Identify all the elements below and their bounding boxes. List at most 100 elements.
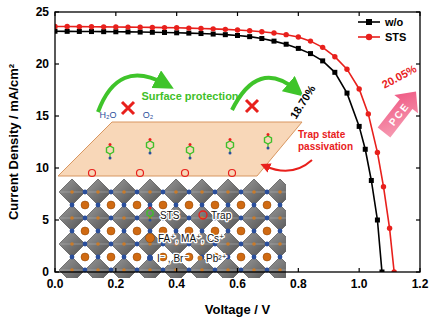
y-tick	[416, 271, 420, 272]
series-marker	[162, 30, 167, 35]
series-marker	[271, 30, 276, 35]
pb-ion	[252, 268, 256, 272]
series-marker	[101, 24, 106, 29]
halide-ion	[83, 242, 88, 247]
atom	[149, 219, 152, 222]
octahedron	[241, 179, 267, 205]
illustration-legend-label: STS	[160, 210, 180, 221]
plot-frame	[55, 12, 420, 272]
series-marker	[345, 91, 350, 96]
legend-marker	[366, 34, 372, 40]
halide-ion	[265, 216, 270, 221]
data-area	[55, 24, 397, 272]
octahedron	[111, 205, 137, 231]
halide-ion	[70, 229, 75, 234]
pb-ion	[122, 268, 126, 272]
series-marker	[223, 27, 228, 32]
y-tick	[55, 115, 59, 116]
trap-circle	[89, 170, 96, 177]
octahedron	[241, 205, 267, 231]
pb-ion	[252, 190, 256, 194]
octahedron	[111, 231, 137, 257]
y-tick-label: 25	[36, 5, 50, 19]
axes: 0.00.20.40.60.81.01.20510152025Voltage /…	[6, 5, 429, 317]
series-marker	[126, 29, 131, 34]
ring	[147, 210, 153, 217]
halide-ion	[226, 203, 231, 208]
pb-ion	[200, 190, 204, 194]
pb-ion	[278, 268, 282, 272]
octahedron	[111, 179, 137, 205]
illustration-legend-label: Pb²⁺	[206, 253, 227, 264]
halide-ion	[174, 203, 179, 208]
halide-ion	[278, 229, 283, 234]
halide-ion	[109, 216, 114, 221]
series-marker	[296, 46, 301, 51]
lattice	[59, 179, 286, 278]
a-cation	[81, 201, 89, 209]
pb-ion	[96, 242, 100, 246]
series-marker	[235, 27, 240, 32]
octahedron	[267, 231, 286, 257]
sts-molecule	[227, 138, 234, 155]
series-marker	[320, 45, 325, 50]
pb-ion	[174, 268, 178, 272]
halide-ion	[200, 203, 205, 208]
illustration-legend-label: Trap	[211, 210, 232, 221]
a-cation	[237, 253, 245, 261]
series-marker	[308, 38, 313, 43]
octahedron	[163, 179, 189, 205]
a-cation	[81, 253, 89, 261]
series-marker	[247, 28, 252, 33]
halide-ion	[83, 216, 88, 221]
halide-ion	[265, 242, 270, 247]
series-marker	[283, 32, 288, 37]
halide-ion	[96, 229, 101, 234]
series-marker	[387, 226, 392, 231]
x-tick-label: 0.6	[229, 277, 246, 291]
octahedron	[59, 231, 85, 257]
series-marker	[113, 29, 118, 34]
atom	[149, 152, 152, 155]
halide-ion	[122, 255, 127, 260]
illustration-legend-label: I⁻ , Br⁻	[157, 253, 189, 264]
y-tick-label: 5	[42, 213, 49, 227]
ring	[107, 146, 114, 154]
trap-icon	[199, 211, 207, 219]
y-tick	[416, 219, 420, 220]
series-marker	[357, 124, 362, 129]
legend-label: w/o	[384, 16, 404, 28]
a-cation	[263, 253, 271, 261]
series-marker	[284, 42, 289, 47]
x-tick	[54, 12, 55, 16]
y-tick	[416, 167, 420, 168]
a-cation	[133, 253, 141, 261]
passivation-arrow	[265, 160, 312, 171]
series-marker	[381, 184, 386, 189]
atom	[149, 207, 152, 210]
halide-ion	[70, 255, 75, 260]
series-marker	[363, 147, 368, 152]
series-marker	[320, 58, 325, 63]
pb-ion	[122, 242, 126, 246]
a-cation	[133, 227, 141, 235]
halide-ion	[83, 190, 88, 195]
halide-ion	[187, 190, 192, 195]
a-cation	[107, 201, 115, 209]
legend: w/oSTS	[358, 16, 406, 43]
octahedron	[189, 179, 215, 205]
halide-icon	[147, 255, 153, 261]
label-line: passivation	[298, 141, 353, 152]
pce-label: 18.70%	[288, 83, 318, 121]
series-marker	[356, 86, 361, 91]
series-marker	[296, 34, 301, 39]
halide-ion	[148, 229, 153, 234]
chart: Surface protectionH₂OO₂Trap statepassiva…	[0, 0, 433, 325]
octahedron	[111, 257, 137, 278]
halide-ion	[239, 242, 244, 247]
ring	[187, 146, 194, 154]
sts-molecule	[147, 207, 153, 222]
octahedron-edge	[267, 192, 286, 193]
halide-ion	[122, 203, 127, 208]
atom	[189, 157, 192, 160]
